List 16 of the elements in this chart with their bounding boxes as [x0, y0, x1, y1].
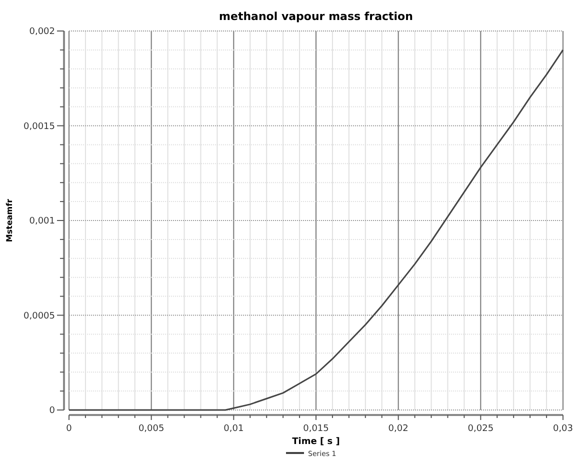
x-tick-label: 0,02 [388, 424, 408, 434]
y-axis-title: Msteamfr [5, 198, 14, 242]
y-tick-label: 0,002 [29, 27, 55, 37]
x-tick-label: 0,025 [468, 424, 494, 434]
y-tick-label: 0,0005 [24, 311, 55, 322]
x-tick-label: 0,03 [552, 424, 574, 434]
x-axis-title: Time [ s ] [292, 437, 340, 447]
x-tick-label: 0 [66, 424, 72, 434]
line-series [68, 49, 564, 411]
x-tick-label: 0,015 [303, 424, 329, 434]
y-tick-label: 0 [49, 406, 56, 416]
x-tick-label: 0,005 [138, 424, 164, 434]
x-tick-label: 0,01 [224, 424, 244, 434]
y-tick-label: 0,001 [29, 216, 55, 226]
y-tick-label: 0,0015 [24, 122, 55, 132]
chart-title: methanol vapour mass fraction [219, 10, 413, 23]
